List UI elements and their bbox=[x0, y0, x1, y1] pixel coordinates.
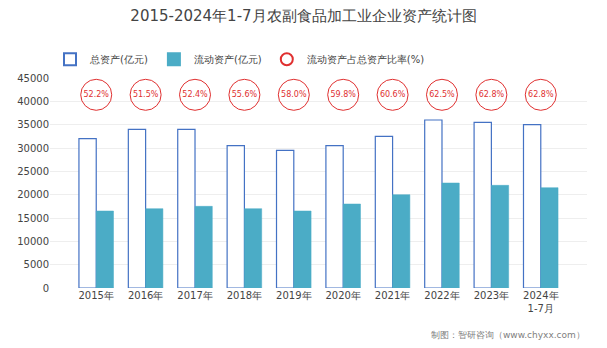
svg-text:流动资产占总资产比率(%): 流动资产占总资产比率(%) bbox=[307, 54, 424, 65]
svg-text:35000: 35000 bbox=[17, 119, 49, 130]
svg-text:60.6%: 60.6% bbox=[380, 90, 406, 99]
svg-text:2021年: 2021年 bbox=[375, 290, 410, 301]
svg-text:流动资产(亿元): 流动资产(亿元) bbox=[194, 54, 262, 65]
svg-text:2016年: 2016年 bbox=[128, 290, 163, 301]
svg-text:25000: 25000 bbox=[17, 166, 49, 177]
svg-text:2023年: 2023年 bbox=[474, 290, 509, 301]
svg-text:52.2%: 52.2% bbox=[84, 90, 110, 99]
svg-text:62.5%: 62.5% bbox=[429, 90, 455, 99]
svg-text:2024年1-7月: 2024年1-7月 bbox=[523, 290, 558, 314]
svg-text:52.4%: 52.4% bbox=[182, 90, 208, 99]
svg-text:0: 0 bbox=[43, 283, 49, 294]
svg-text:2015年: 2015年 bbox=[79, 290, 114, 301]
svg-text:58.0%: 58.0% bbox=[281, 90, 307, 99]
svg-text:2015-2024年1-7月农副食品加工业企业资产统计图: 2015-2024年1-7月农副食品加工业企业资产统计图 bbox=[130, 7, 476, 25]
svg-text:总资产(亿元): 总资产(亿元) bbox=[89, 54, 148, 65]
svg-text:制图：智研咨询（www.chyxx.com）: 制图：智研咨询（www.chyxx.com） bbox=[431, 330, 585, 340]
svg-text:2019年: 2019年 bbox=[276, 290, 311, 301]
svg-text:15000: 15000 bbox=[17, 213, 49, 224]
svg-text:10000: 10000 bbox=[17, 236, 49, 247]
svg-text:2022年: 2022年 bbox=[424, 290, 459, 301]
svg-text:55.6%: 55.6% bbox=[232, 90, 258, 99]
svg-text:45000: 45000 bbox=[17, 73, 49, 84]
svg-text:5000: 5000 bbox=[24, 259, 49, 270]
svg-text:30000: 30000 bbox=[17, 143, 49, 154]
svg-text:62.8%: 62.8% bbox=[479, 90, 505, 99]
svg-text:59.8%: 59.8% bbox=[330, 90, 356, 99]
svg-text:20000: 20000 bbox=[17, 189, 49, 200]
svg-text:40000: 40000 bbox=[17, 96, 49, 107]
svg-text:2017年: 2017年 bbox=[177, 290, 212, 301]
svg-text:2020年: 2020年 bbox=[325, 290, 360, 301]
svg-text:2018年: 2018年 bbox=[227, 290, 262, 301]
svg-text:51.5%: 51.5% bbox=[133, 90, 159, 99]
svg-text:62.8%: 62.8% bbox=[528, 90, 554, 99]
